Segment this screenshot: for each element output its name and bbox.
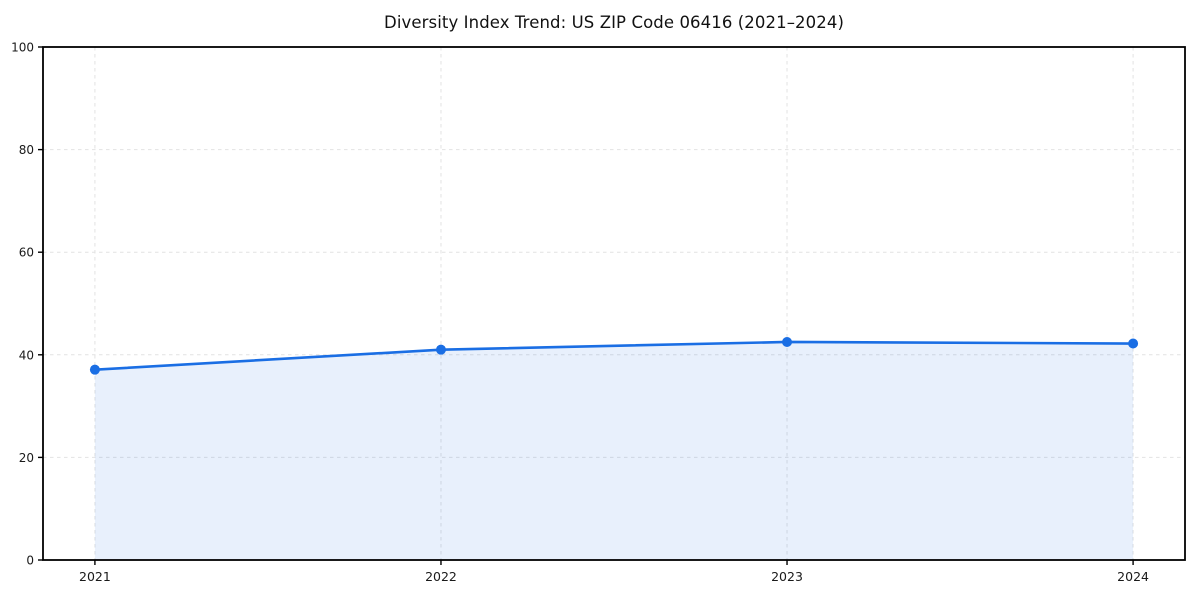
- x-tick-label: 2024: [1117, 569, 1149, 584]
- axes-spines: [42, 46, 1186, 561]
- area-fill: [94, 341, 1134, 560]
- x-tick-label: 2022: [425, 569, 457, 584]
- y-tick-label: 100: [11, 41, 34, 55]
- y-tick-label: 0: [26, 554, 34, 568]
- y-tick-label: 80: [19, 143, 34, 157]
- x-tick-label: 2023: [771, 569, 803, 584]
- y-tick-label: 20: [19, 451, 34, 465]
- x-tick-label: 2021: [79, 569, 111, 584]
- chart-title: Diversity Index Trend: US ZIP Code 06416…: [384, 13, 844, 32]
- data-point-2024: [1128, 338, 1139, 349]
- trend-line: [93, 340, 1135, 371]
- data-point-2021: [89, 364, 100, 375]
- y-tick-label: 60: [19, 246, 34, 260]
- data-point-2022: [435, 344, 446, 355]
- y-tick-label: 40: [19, 348, 34, 362]
- data-point-2023: [782, 336, 793, 347]
